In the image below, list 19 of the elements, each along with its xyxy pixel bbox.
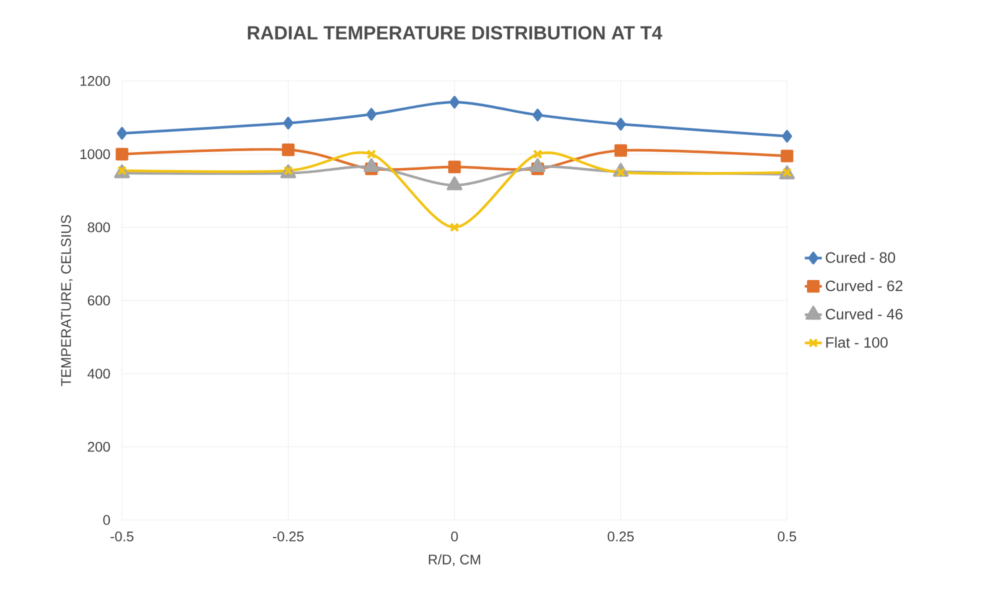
legend-label: Curved - 62: [826, 280, 902, 292]
x-tick-label: 0: [451, 532, 458, 542]
legend-label: Cured - 80: [826, 252, 896, 263]
y-axis-title: TEMPERATURE, CELSIUS: [61, 215, 73, 386]
y-tick-label: 1000: [80, 149, 110, 160]
y-tick-label: 600: [88, 296, 110, 306]
x-tick-label: 0.5: [778, 532, 796, 542]
y-tick-label: 800: [88, 222, 110, 232]
x-tick-label: -0.5: [110, 532, 134, 542]
y-tick-label: 200: [88, 442, 110, 452]
chart-title: RADIAL TEMPERATURE DISTRIBUTION AT T4: [248, 26, 662, 40]
x-tick-label: 0.25: [608, 532, 634, 542]
legend-label: Curved - 46: [826, 308, 902, 320]
y-tick-label: 0: [103, 515, 110, 525]
y-tick-label: 1200: [80, 76, 110, 86]
x-axis-title: R/D, CM: [428, 554, 480, 566]
x-tick-label: -0.25: [272, 532, 304, 542]
y-tick-label: 400: [88, 368, 110, 379]
legend-label: Flat - 100: [826, 336, 888, 348]
